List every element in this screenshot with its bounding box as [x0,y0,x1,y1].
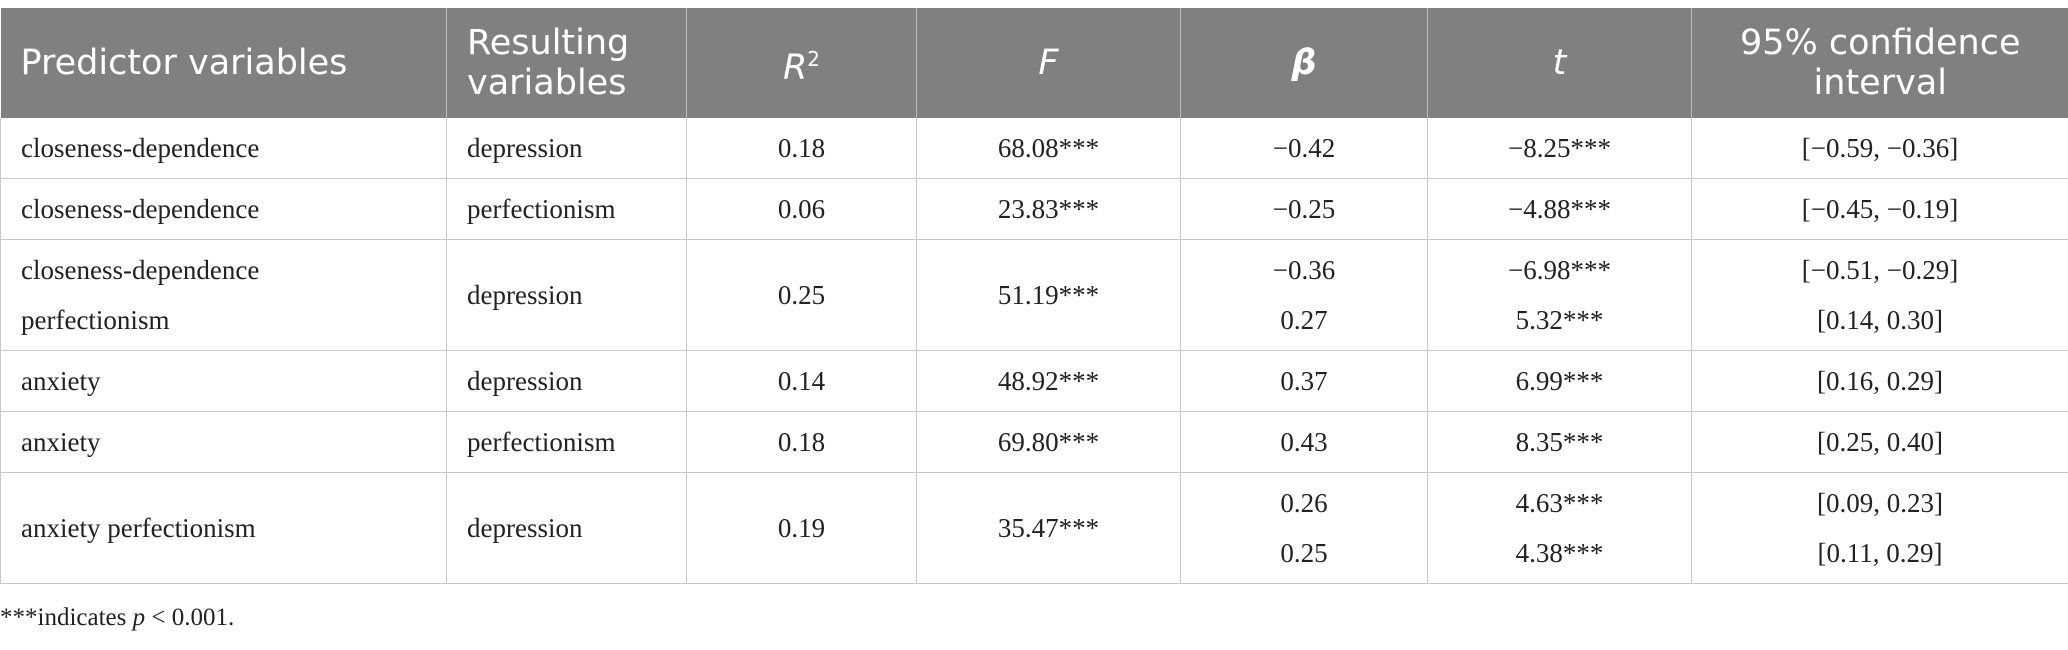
cell-resulting: depression [446,350,687,412]
cell-r-squared: 0.14 [686,350,917,412]
cell-t-line: −6.98*** [1508,255,1611,285]
header-r-squared-sup: 2 [807,46,821,71]
cell-confidence-interval-line: [0.09, 0.23] [1817,488,1943,518]
cell-confidence-interval-line: [0.14, 0.30] [1817,305,1943,335]
cell-r-squared: 0.25 [686,239,917,351]
cell-t: 4.63*** 4.38*** [1427,472,1692,584]
cell-r-squared: 0.06 [686,178,917,240]
table-row: closeness-dependence perfectionism depress… [0,239,2068,351]
cell-beta-line: −0.36 [1272,255,1336,285]
cell-confidence-interval: [0.25, 0.40] [1691,411,2068,473]
cell-confidence-interval-lines: [0.09, 0.23] [0.11, 0.29] [1712,487,2048,569]
table-row: closeness-dependence depression 0.18 68.08*… [0,118,2068,179]
cell-t-lines: −6.98*** 5.32*** [1448,254,1671,336]
cell-predictor: anxiety [0,411,447,473]
table-row: anxiety depression 0.14 48.92*** 0.37 6.99***… [0,350,2068,412]
cell-r-squared: 0.18 [686,118,917,179]
header-confidence-interval: 95% confidence interval [1691,8,2068,118]
header-f-text: F [1038,43,1059,83]
cell-beta: 0.26 0.25 [1180,472,1428,584]
footnote-p: p [132,604,146,631]
cell-beta: −0.42 [1180,118,1428,179]
cell-resulting: depression [446,118,687,179]
cell-predictor: closeness-dependence [0,178,447,240]
cell-t: −4.88*** [1427,178,1692,240]
cell-resulting: depression [446,239,687,351]
cell-confidence-interval-line: [0.11, 0.29] [1817,538,1943,568]
cell-t: 8.35*** [1427,411,1692,473]
cell-confidence-interval: [0.09, 0.23] [0.11, 0.29] [1691,472,2068,584]
cell-confidence-interval: [0.16, 0.29] [1691,350,2068,412]
cell-r-squared: 0.19 [686,472,917,584]
footnote-suffix: < 0.001. [145,604,235,631]
cell-t: 6.99*** [1427,350,1692,412]
cell-resulting: depression [446,472,687,584]
cell-beta-line: 0.26 [1280,488,1328,518]
header-predictor-variables: Predictor variables [0,8,447,118]
cell-f: 69.80*** [916,411,1181,473]
header-row: Predictor variables Resulting variables … [0,8,2068,118]
regression-table-container: Predictor variables Resulting variables … [0,8,2068,584]
cell-t: −6.98*** 5.32*** [1427,239,1692,351]
header-r-squared-base: R [782,47,808,88]
cell-t-line: 4.63*** [1515,488,1604,518]
footnote-prefix: ***indicates [0,604,133,631]
header-r-squared: R2 [686,8,917,118]
cell-f: 51.19*** [916,239,1181,351]
cell-confidence-interval: [−0.59, −0.36] [1691,118,2068,179]
cell-beta: 0.37 [1180,350,1428,412]
cell-predictor-lines: closeness-dependence perfectionism [21,254,426,336]
cell-resulting: perfectionism [446,178,687,240]
regression-table: Predictor variables Resulting variables … [0,8,2068,584]
table-body: closeness-dependence depression 0.18 68.08*… [0,118,2068,584]
cell-f: 23.83*** [916,178,1181,240]
cell-beta-line: 0.27 [1280,305,1328,335]
header-beta: β [1180,8,1428,118]
cell-beta-line: 0.25 [1280,538,1328,568]
cell-confidence-interval-line: [−0.51, −0.29] [1801,255,1959,285]
header-beta-text: β [1291,43,1317,83]
cell-predictor: closeness-dependence perfectionism [0,239,447,351]
header-t: t [1427,8,1692,118]
cell-resulting: perfectionism [446,411,687,473]
cell-predictor: anxiety perfectionism [0,472,447,584]
cell-t-line: 5.32*** [1515,305,1604,335]
cell-beta-lines: −0.36 0.27 [1201,254,1407,336]
cell-f: 68.08*** [916,118,1181,179]
table-footnote: ***indicates p < 0.001. [0,604,234,632]
cell-t-lines: 4.63*** 4.38*** [1448,487,1671,569]
cell-t-line: 4.38*** [1515,538,1604,568]
cell-f: 48.92*** [916,350,1181,412]
header-t-text: t [1552,43,1567,83]
cell-confidence-interval: [−0.45, −0.19] [1691,178,2068,240]
table-row: anxiety perfectionism depression 0.19 35.47… [0,472,2068,584]
cell-confidence-interval: [−0.51, −0.29] [0.14, 0.30] [1691,239,2068,351]
cell-predictor-line: perfectionism [21,305,170,335]
cell-predictor: anxiety [0,350,447,412]
cell-beta: −0.25 [1180,178,1428,240]
table-row: anxiety perfectionism 0.18 69.80*** 0.43 8.35… [0,411,2068,473]
table-row: closeness-dependence perfectionism 0.06 23.… [0,178,2068,240]
cell-confidence-interval-lines: [−0.51, −0.29] [0.14, 0.30] [1712,254,2048,336]
cell-t: −8.25*** [1427,118,1692,179]
cell-beta: −0.36 0.27 [1180,239,1428,351]
cell-predictor-line: closeness-dependence [21,255,260,285]
cell-f: 35.47*** [916,472,1181,584]
header-f: F [916,8,1181,118]
header-resulting-variables: Resulting variables [446,8,687,118]
cell-predictor: closeness-dependence [0,118,447,179]
cell-beta: 0.43 [1180,411,1428,473]
cell-beta-lines: 0.26 0.25 [1201,487,1407,569]
cell-r-squared: 0.18 [686,411,917,473]
